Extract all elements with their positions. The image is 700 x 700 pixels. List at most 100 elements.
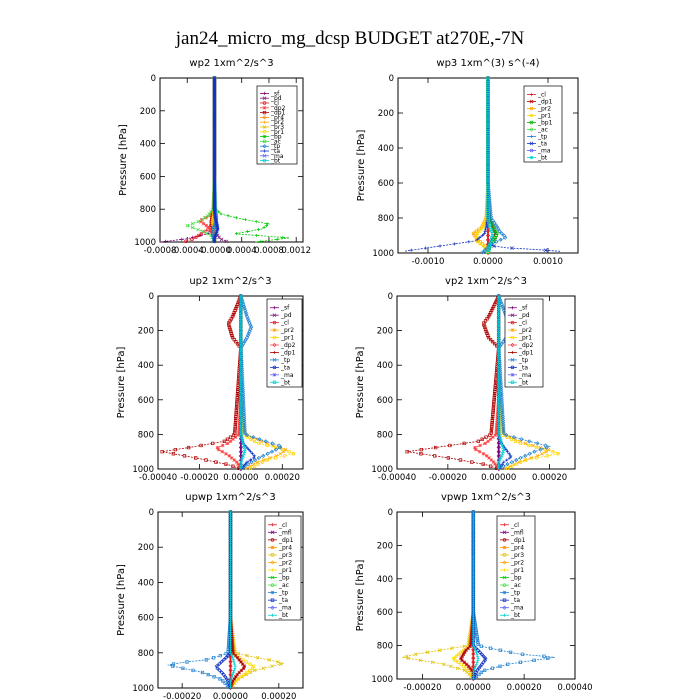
series-marker [276, 660, 280, 664]
series-marker [223, 655, 229, 660]
legend-label: _ac [537, 127, 548, 134]
series-marker [494, 239, 499, 244]
series-marker [486, 208, 490, 213]
series-marker [509, 454, 513, 458]
legend-label: _pr2 [278, 559, 292, 566]
series-marker [489, 237, 494, 242]
series-marker [242, 306, 247, 311]
series-marker [485, 250, 490, 255]
legend-marker [510, 373, 515, 377]
series-marker [498, 437, 502, 442]
legend-label: _pr4 [278, 544, 292, 551]
series-marker [231, 433, 236, 437]
series-marker [226, 214, 230, 218]
series-marker [191, 668, 195, 673]
series-marker [488, 437, 493, 442]
series-marker [215, 666, 220, 671]
legend-marker [510, 365, 515, 370]
series-marker [204, 658, 208, 662]
series-marker [546, 656, 550, 660]
series-marker [498, 648, 503, 652]
legend-label: _ma [280, 372, 294, 379]
series-marker [254, 220, 258, 224]
legend-label: _bt [278, 612, 289, 619]
y-axis-label: Pressure [hPa] [355, 347, 366, 419]
series-marker [462, 441, 466, 446]
series-marker [492, 402, 496, 406]
series-marker [211, 225, 216, 230]
series-marker [209, 220, 213, 224]
legend-label: _pd [518, 312, 530, 319]
series-marker [437, 648, 442, 653]
series-marker [238, 453, 243, 459]
series-line [240, 295, 284, 470]
series-marker [217, 210, 221, 214]
series-marker [488, 337, 493, 342]
series-marker [242, 430, 248, 436]
series-marker [482, 221, 487, 225]
series-marker [173, 447, 178, 452]
series-marker [243, 308, 248, 313]
series-marker [482, 231, 487, 235]
series-marker [545, 454, 550, 458]
series-marker [237, 658, 242, 662]
series-marker [232, 662, 237, 666]
x-tick-label: 0.00020 [507, 683, 542, 693]
series-marker [486, 183, 490, 187]
series-marker [469, 668, 474, 673]
series-marker [494, 427, 499, 431]
y-tick-label: 600 [378, 179, 394, 189]
legend-label: _sf [270, 90, 280, 97]
series-marker [251, 664, 256, 668]
series-marker [212, 84, 217, 88]
series-marker [491, 435, 495, 439]
series-marker [493, 387, 497, 392]
legend-marker [529, 148, 534, 153]
series-marker [448, 443, 452, 448]
series-marker [473, 646, 477, 650]
legend-marker [262, 91, 267, 95]
series-marker [491, 404, 496, 408]
series-marker [241, 666, 246, 671]
series-marker [242, 445, 247, 450]
series-marker [219, 659, 224, 665]
series-marker [241, 658, 245, 662]
legend-marker [262, 144, 267, 149]
y-tick-label: 0 [389, 74, 394, 84]
series-marker [495, 422, 499, 427]
series-marker [484, 225, 488, 229]
series-marker [406, 656, 411, 661]
series-marker [486, 145, 490, 150]
legend-marker [270, 590, 275, 595]
series-marker [249, 437, 253, 441]
series-marker [212, 97, 217, 102]
series-marker [481, 654, 486, 659]
series-marker [248, 466, 253, 471]
legend-label: _dp1 [518, 349, 534, 356]
series-marker [524, 458, 528, 462]
series-marker [501, 449, 506, 454]
series-marker [409, 248, 413, 252]
series-marker [494, 424, 499, 429]
series-marker [234, 406, 239, 410]
series-marker [212, 117, 217, 122]
series-marker [199, 219, 203, 224]
series-marker [534, 456, 539, 460]
series-marker [486, 103, 490, 108]
series-marker [212, 119, 217, 124]
series-marker [212, 99, 217, 104]
legend-label: _dp2 [270, 105, 286, 112]
series-marker [225, 441, 230, 446]
y-tick-label: 0 [388, 508, 393, 518]
series-marker [212, 133, 217, 137]
series-marker [466, 668, 471, 673]
series-marker [464, 662, 469, 667]
series-marker [242, 664, 247, 668]
legend-label: _ac [278, 582, 289, 589]
series-marker [231, 313, 236, 317]
series-marker [482, 323, 486, 327]
x-tick-label: 0.00020 [261, 692, 296, 700]
series-marker [227, 325, 232, 329]
y-tick-label: 200 [138, 543, 154, 553]
x-tick-label: -0.00020 [163, 692, 201, 700]
